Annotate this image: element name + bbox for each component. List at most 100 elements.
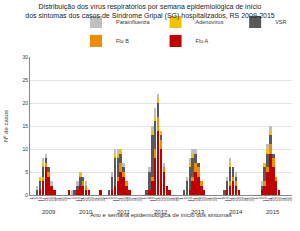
svg-text:1: 1: [254, 197, 258, 199]
svg-text:41: 41: [283, 197, 287, 201]
svg-text:25: 25: [271, 197, 275, 201]
svg-text:17: 17: [266, 197, 270, 201]
svg-text:13: 13: [188, 197, 192, 201]
svg-text:21: 21: [119, 197, 123, 201]
svg-text:13: 13: [76, 197, 80, 201]
svg-text:17: 17: [41, 197, 45, 201]
svg-text:37: 37: [130, 197, 134, 201]
svg-text:45: 45: [211, 197, 215, 201]
svg-text:17: 17: [191, 197, 195, 201]
svg-text:2015: 2015: [266, 209, 280, 215]
svg-text:33: 33: [240, 197, 244, 201]
svg-text:41: 41: [171, 197, 175, 201]
svg-text:2010: 2010: [79, 209, 93, 215]
svg-text:41: 41: [96, 197, 100, 201]
svg-text:37: 37: [55, 197, 59, 201]
svg-text:Adenovírus: Adenovírus: [196, 19, 224, 25]
svg-text:5: 5: [220, 197, 224, 199]
svg-text:2009: 2009: [42, 209, 56, 215]
svg-text:Parainfluenza: Parainfluenza: [116, 19, 151, 25]
svg-text:25: 25: [234, 197, 238, 201]
svg-text:21: 21: [81, 197, 85, 201]
svg-text:45: 45: [286, 197, 290, 201]
svg-text:21: 21: [44, 197, 48, 201]
svg-text:29: 29: [274, 197, 278, 201]
svg-text:29: 29: [125, 197, 129, 201]
svg-text:5: 5: [70, 197, 74, 199]
svg-text:37: 37: [205, 197, 209, 201]
svg-text:41: 41: [58, 197, 62, 201]
svg-text:1: 1: [142, 197, 146, 199]
svg-text:37: 37: [168, 197, 172, 201]
svg-text:1: 1: [179, 197, 183, 199]
svg-text:13: 13: [263, 197, 267, 201]
svg-text:0: 0: [25, 192, 28, 198]
svg-text:49: 49: [251, 197, 255, 201]
svg-text:2014: 2014: [229, 209, 243, 215]
svg-text:9: 9: [148, 197, 152, 199]
svg-text:33: 33: [90, 197, 94, 201]
svg-text:41: 41: [133, 197, 137, 201]
svg-text:21: 21: [156, 197, 160, 201]
svg-text:45: 45: [174, 197, 178, 201]
svg-text:30: 30: [22, 54, 28, 60]
svg-text:17: 17: [116, 197, 120, 201]
svg-text:10: 10: [22, 146, 28, 152]
svg-text:37: 37: [93, 197, 97, 201]
svg-text:41: 41: [208, 197, 212, 201]
svg-text:25: 25: [159, 197, 163, 201]
svg-text:29: 29: [162, 197, 166, 201]
svg-text:45: 45: [61, 197, 65, 201]
svg-text:VSR: VSR: [275, 19, 286, 25]
svg-text:2011: 2011: [117, 209, 131, 215]
svg-text:1: 1: [217, 197, 221, 199]
svg-text:5: 5: [25, 169, 28, 175]
svg-text:17: 17: [228, 197, 232, 201]
svg-text:29: 29: [50, 197, 54, 201]
svg-text:5: 5: [32, 197, 36, 199]
svg-text:13: 13: [113, 197, 117, 201]
svg-text:5: 5: [107, 197, 111, 199]
svg-text:33: 33: [277, 197, 281, 201]
svg-text:41: 41: [246, 197, 250, 201]
svg-text:5: 5: [257, 197, 261, 199]
svg-text:49: 49: [176, 197, 180, 201]
svg-text:1: 1: [30, 197, 34, 199]
svg-text:Nº de casos: Nº de casos: [3, 110, 9, 142]
svg-text:17: 17: [153, 197, 157, 201]
svg-text:9: 9: [222, 197, 226, 199]
svg-text:45: 45: [99, 197, 103, 201]
svg-text:9: 9: [35, 197, 39, 199]
svg-text:29: 29: [87, 197, 91, 201]
svg-text:49: 49: [139, 197, 143, 201]
svg-text:9: 9: [73, 197, 77, 199]
svg-text:13: 13: [38, 197, 42, 201]
svg-text:9: 9: [260, 197, 264, 199]
svg-text:5: 5: [182, 197, 186, 199]
svg-text:29: 29: [199, 197, 203, 201]
svg-text:25: 25: [47, 197, 51, 201]
svg-text:Distribuição dos vírus respira: Distribuição dos vírus respiratórios por…: [25, 3, 275, 20]
svg-text:37: 37: [280, 197, 284, 201]
svg-text:25: 25: [122, 197, 126, 201]
svg-text:Ano e semana epidemiológica de: Ano e semana epidemiológica de início do…: [90, 212, 231, 218]
svg-text:1: 1: [104, 197, 108, 199]
svg-text:37: 37: [243, 197, 247, 201]
svg-text:9: 9: [185, 197, 189, 199]
svg-text:49: 49: [102, 197, 106, 201]
svg-text:5: 5: [145, 197, 149, 199]
svg-text:17: 17: [79, 197, 83, 201]
svg-text:49: 49: [289, 197, 293, 201]
svg-text:Flu A: Flu A: [196, 38, 209, 44]
svg-text:33: 33: [53, 197, 57, 201]
svg-text:9: 9: [110, 197, 114, 199]
svg-text:29: 29: [237, 197, 241, 201]
svg-text:2012: 2012: [154, 209, 168, 215]
svg-text:2013: 2013: [191, 209, 205, 215]
svg-text:49: 49: [214, 197, 218, 201]
svg-text:49: 49: [64, 197, 68, 201]
svg-text:Flu B: Flu B: [116, 38, 129, 44]
svg-text:20: 20: [22, 100, 28, 106]
svg-text:33: 33: [165, 197, 169, 201]
svg-text:1: 1: [67, 197, 71, 199]
